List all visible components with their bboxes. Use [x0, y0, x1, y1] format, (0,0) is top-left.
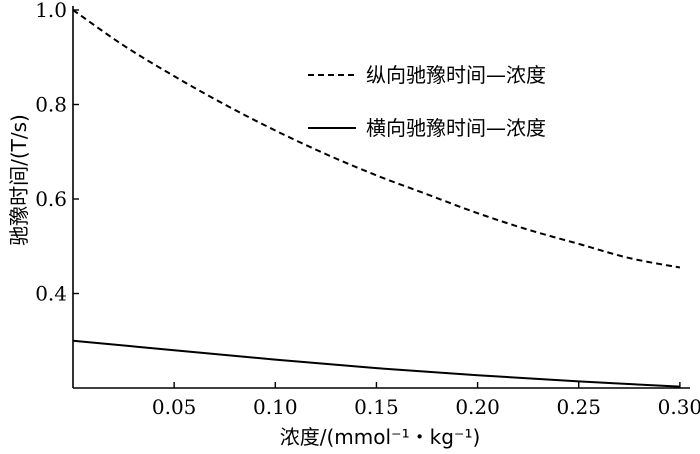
series-line-2	[72, 339, 680, 388]
ticks: 0.05 0.10 0.15 0.20 0.25 0.30 0.4 0.6 0.8 1.0	[35, 0, 700, 419]
x-tick-label: 0.25	[556, 395, 601, 419]
x-tick-label: 0.05	[152, 395, 197, 419]
y-tick-label: 0.4	[35, 282, 67, 306]
y-tick-label: 0.6	[35, 187, 67, 211]
legend-label-2: 横向驰豫时间—浓度	[366, 116, 546, 140]
y-axis-label: 驰豫时间/(T/s)	[7, 114, 31, 246]
x-tick-label: 0.30	[658, 395, 700, 419]
x-tick-label: 0.20	[455, 395, 500, 419]
axes	[72, 6, 690, 389]
y-tick-label: 0.8	[35, 93, 67, 117]
series-group	[72, 9, 681, 388]
x-tick-label: 0.15	[354, 395, 399, 419]
x-axis-label: 浓度/(mmol⁻¹・kg⁻¹)	[280, 425, 481, 449]
x-tick-label: 0.10	[253, 395, 298, 419]
legend-label-1: 纵向驰豫时间—浓度	[366, 63, 546, 87]
y-tick-label: 1.0	[35, 0, 67, 22]
series-line-1	[72, 9, 681, 269]
